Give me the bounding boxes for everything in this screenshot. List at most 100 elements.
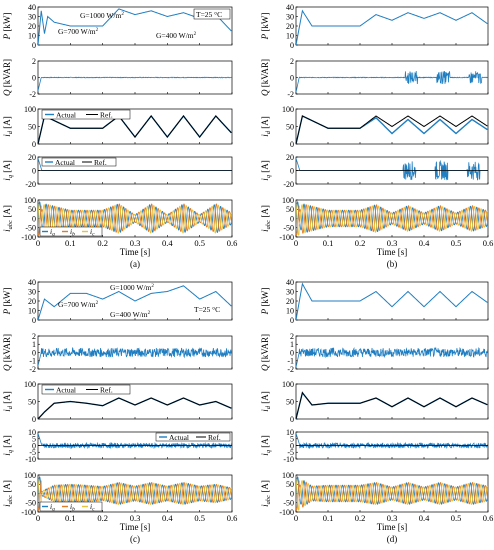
y-subscript: d: [265, 405, 272, 409]
y-tick-label: 100: [282, 196, 294, 205]
y-tick-label: 1: [290, 340, 294, 349]
annot-g700-sup: 2: [96, 28, 99, 33]
legend-subscript: c: [92, 507, 95, 513]
y-tick-label: 50: [28, 480, 36, 489]
y-axis-label-text: iabc [A]: [260, 480, 272, 507]
y-symbol: i: [260, 178, 270, 181]
y-unit: [A]: [2, 160, 12, 175]
y-tick-label: 40: [286, 278, 294, 287]
y-axis-label-text: id [A]: [260, 391, 272, 412]
subplot-id: 0 50 100 id [A] Actual Ref.: [2, 380, 233, 424]
y-tick-label: 50: [286, 205, 294, 214]
legend-symbol: i: [50, 502, 52, 511]
x-tick-label: 0.6: [227, 238, 238, 248]
annot-g700: G=700 W/m2: [58, 300, 99, 309]
data-group: [296, 158, 488, 181]
y-tick-label: 100: [24, 105, 36, 114]
y-tick-label: 0: [32, 415, 36, 424]
legend-id: Actual Ref.: [41, 384, 131, 395]
y-symbol: i: [260, 229, 270, 232]
y-subscript: d: [265, 130, 272, 134]
y-tick-label: -100: [279, 233, 294, 242]
y-subscript: d: [7, 130, 14, 134]
series-line-q: [296, 346, 488, 368]
x-tick-label: 0.4: [162, 238, 173, 248]
legend-box: [155, 432, 231, 442]
y-tick-label: 0: [290, 73, 294, 82]
y-axis-label: Q [kVAR]: [2, 59, 12, 96]
x-tick-label: 0.3: [130, 513, 141, 523]
y-tick-label: -1: [287, 357, 294, 366]
x-tick-label: 0.1: [323, 238, 334, 248]
annot-g1000: G=1000 W/m2: [110, 283, 154, 292]
y-tick-label: -100: [279, 508, 294, 517]
subplot-Q: -2 0 2 Q [kVAR]: [260, 57, 489, 99]
y-tick-label: 2: [32, 332, 36, 341]
y-tick-label: 10: [286, 428, 294, 437]
y-unit: [kW]: [260, 288, 270, 309]
y-tick-label: 1: [32, 340, 36, 349]
data-group: [38, 397, 232, 419]
series-line-phase-a: [38, 201, 232, 233]
x-tick-label: 0.4: [162, 513, 173, 523]
series-line-phase-a: [296, 476, 488, 505]
y-tick-label: 2: [290, 57, 294, 66]
y-tick-label: 0: [290, 41, 294, 50]
legend-box: [39, 501, 103, 512]
y-axis-label: Q [kVAR]: [2, 334, 12, 371]
y-symbol: Q: [2, 89, 12, 96]
legend-subscript: c: [92, 232, 95, 238]
y-unit: [kW]: [2, 288, 12, 309]
y-tick-label: 0: [32, 140, 36, 149]
legend-label-actual: Actual: [169, 433, 189, 442]
y-tick-label: 10: [286, 306, 294, 315]
data-group: [296, 476, 488, 511]
y-tick-label: 0: [290, 214, 294, 223]
legend-label-ref: Ref.: [208, 433, 221, 442]
y-tick-label: 40: [286, 3, 294, 12]
y-tick-label: 100: [282, 105, 294, 114]
y-unit: [A]: [2, 116, 12, 131]
y-unit: [A]: [2, 480, 12, 495]
y-tick-label: 50: [286, 122, 294, 131]
legend-label-phase: ic: [90, 227, 95, 238]
series-line-phase-c: [296, 204, 488, 236]
y-axis-label: P [kW]: [2, 288, 12, 316]
y-axis-label: iabc [A]: [2, 480, 14, 507]
series-line-p: [38, 285, 232, 320]
data-group: [38, 76, 232, 91]
y-symbol: i: [2, 453, 12, 456]
data-group: [296, 114, 488, 144]
y-symbol: i: [2, 504, 12, 507]
y-unit: [kW]: [260, 13, 270, 34]
subplot-iq: -20 0 20 iq [A] Actual Ref.: [2, 153, 233, 189]
y-tick-label: 2: [290, 332, 294, 341]
series-line-q: [38, 346, 232, 366]
y-symbol: i: [2, 229, 12, 232]
subplot-id: 0 50 100 id [A]: [260, 105, 489, 149]
y-tick-label: 50: [286, 480, 294, 489]
y-unit: [kVAR]: [2, 334, 12, 365]
series-line-ref: [296, 115, 488, 144]
y-axis-label: iabc [A]: [260, 480, 272, 507]
y-axis-label: P [kW]: [2, 13, 12, 41]
y-symbol: P: [2, 308, 12, 315]
y-axis-label-text: iabc [A]: [260, 205, 272, 232]
y-axis-label-text: P [kW]: [2, 288, 12, 316]
annot-g700-sup: 2: [96, 301, 99, 306]
y-axis-label: id [A]: [2, 116, 14, 137]
series-line-p: [296, 9, 488, 45]
x-tick-label: 0.2: [355, 238, 366, 248]
y-unit: [A]: [260, 480, 270, 495]
y-tick-label: 0: [32, 489, 36, 498]
legend-box: [41, 157, 117, 167]
legend-symbol: i: [70, 227, 72, 236]
y-tick-label: 0: [32, 214, 36, 223]
x-tick-label: 0.3: [130, 238, 141, 248]
